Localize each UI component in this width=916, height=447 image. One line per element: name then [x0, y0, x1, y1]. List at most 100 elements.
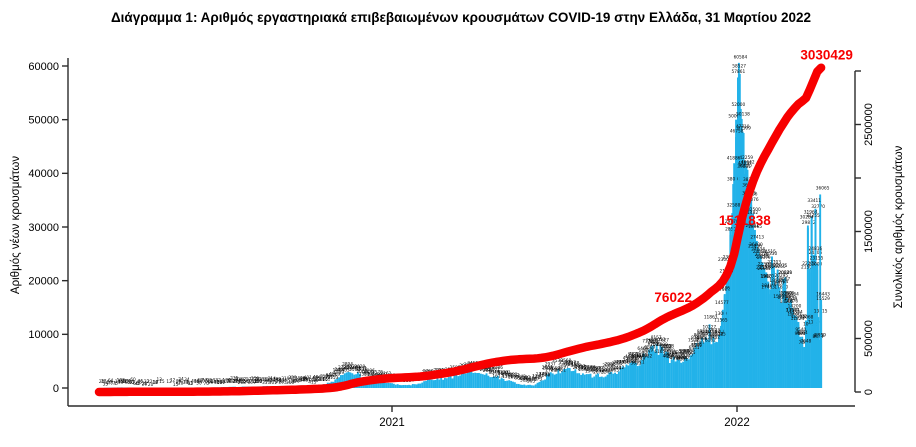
svg-text:5800: 5800: [664, 348, 675, 354]
svg-text:9800: 9800: [715, 329, 726, 335]
svg-text:20295: 20295: [774, 273, 788, 279]
svg-text:647: 647: [520, 376, 528, 382]
svg-text:6300: 6300: [661, 347, 672, 353]
svg-text:14577: 14577: [715, 300, 729, 306]
svg-text:3085: 3085: [612, 361, 623, 367]
svg-text:21542: 21542: [756, 265, 770, 271]
svg-text:50000: 50000: [728, 114, 742, 120]
svg-text:2848: 2848: [610, 366, 621, 372]
svg-text:58527: 58527: [732, 64, 746, 70]
svg-text:2750: 2750: [573, 365, 584, 371]
svg-text:381: 381: [302, 377, 310, 383]
svg-text:9003: 9003: [795, 331, 806, 337]
svg-text:70: 70: [203, 381, 209, 387]
svg-text:2659: 2659: [586, 367, 597, 373]
svg-text:198: 198: [236, 377, 244, 383]
svg-text:9450: 9450: [700, 329, 711, 335]
svg-text:403: 403: [300, 378, 308, 384]
svg-text:0: 0: [53, 383, 59, 395]
svg-text:28: 28: [178, 381, 184, 387]
svg-text:494: 494: [313, 374, 321, 380]
svg-text:22703: 22703: [767, 259, 781, 265]
svg-text:401: 401: [304, 375, 312, 381]
svg-text:88: 88: [119, 379, 125, 385]
svg-text:293: 293: [276, 379, 284, 385]
svg-text:3526: 3526: [559, 360, 570, 366]
svg-text:380: 380: [264, 378, 272, 384]
svg-text:6100: 6100: [684, 348, 695, 354]
svg-text:310: 310: [288, 379, 296, 385]
svg-text:6469: 6469: [637, 346, 648, 352]
svg-text:1321: 1321: [507, 372, 518, 378]
svg-text:8295: 8295: [695, 335, 706, 341]
svg-text:278: 278: [249, 379, 257, 385]
svg-text:8629: 8629: [694, 333, 705, 339]
svg-text:9354: 9354: [697, 329, 708, 335]
svg-text:5900: 5900: [639, 350, 650, 356]
svg-text:349: 349: [270, 378, 278, 384]
svg-text:30000: 30000: [28, 222, 59, 234]
svg-text:40642: 40642: [741, 160, 755, 166]
svg-text:8157: 8157: [651, 335, 662, 341]
svg-text:2523: 2523: [590, 366, 601, 372]
svg-text:214: 214: [229, 378, 237, 384]
svg-text:9564: 9564: [797, 330, 808, 336]
svg-text:5031: 5031: [628, 352, 639, 358]
svg-text:2028: 2028: [483, 368, 494, 374]
svg-text:6900: 6900: [657, 342, 668, 348]
svg-text:92: 92: [125, 380, 131, 386]
svg-text:485: 485: [312, 375, 320, 381]
svg-text:7178: 7178: [642, 339, 653, 345]
svg-text:400: 400: [293, 378, 301, 384]
svg-text:8538: 8538: [712, 331, 723, 337]
svg-text:25836: 25836: [748, 243, 762, 249]
svg-text:3539: 3539: [552, 358, 563, 364]
svg-text:4700: 4700: [631, 355, 642, 361]
svg-text:6441: 6441: [689, 345, 700, 351]
svg-text:9036: 9036: [702, 332, 713, 338]
svg-text:355: 355: [259, 377, 267, 383]
svg-text:316: 316: [264, 377, 272, 383]
svg-text:49: 49: [191, 378, 197, 384]
svg-text:29451: 29451: [745, 223, 759, 229]
svg-text:5309: 5309: [672, 352, 683, 358]
svg-text:2531: 2531: [543, 366, 554, 372]
svg-text:42259: 42259: [739, 155, 753, 161]
svg-text:26: 26: [142, 382, 148, 388]
svg-text:50: 50: [133, 381, 139, 387]
svg-text:23190: 23190: [756, 254, 770, 260]
svg-text:49: 49: [194, 379, 200, 385]
svg-text:2141: 2141: [591, 367, 602, 373]
svg-text:2929: 2929: [354, 364, 365, 370]
svg-text:1570: 1570: [372, 370, 383, 376]
svg-text:1589: 1589: [359, 372, 370, 378]
svg-text:1371: 1371: [502, 374, 513, 380]
svg-text:33: 33: [183, 380, 189, 386]
svg-text:50: 50: [196, 381, 202, 387]
svg-text:7753: 7753: [647, 339, 658, 345]
svg-text:9400: 9400: [706, 330, 717, 336]
svg-text:2652: 2652: [549, 366, 560, 372]
svg-text:2022: 2022: [724, 417, 750, 429]
svg-text:42: 42: [135, 381, 141, 387]
svg-text:250: 250: [251, 376, 259, 382]
svg-text:22: 22: [144, 379, 150, 385]
svg-text:28: 28: [101, 378, 107, 384]
svg-text:34076: 34076: [745, 197, 759, 203]
svg-text:20000: 20000: [28, 275, 59, 287]
svg-text:18407: 18407: [771, 281, 785, 287]
svg-text:329: 329: [273, 377, 281, 383]
svg-text:99: 99: [208, 380, 214, 386]
svg-text:14876: 14876: [784, 298, 798, 304]
svg-text:339: 339: [288, 375, 296, 381]
svg-text:966: 966: [325, 374, 333, 380]
svg-text:70: 70: [202, 379, 208, 385]
svg-text:7934: 7934: [646, 338, 657, 344]
svg-text:12068: 12068: [800, 314, 814, 320]
svg-text:2751: 2751: [555, 367, 566, 373]
svg-text:394: 394: [302, 376, 310, 382]
svg-text:6751: 6751: [648, 342, 659, 348]
svg-text:47710: 47710: [736, 124, 750, 130]
svg-text:3749: 3749: [613, 360, 624, 366]
svg-text:1739: 1739: [333, 370, 344, 376]
